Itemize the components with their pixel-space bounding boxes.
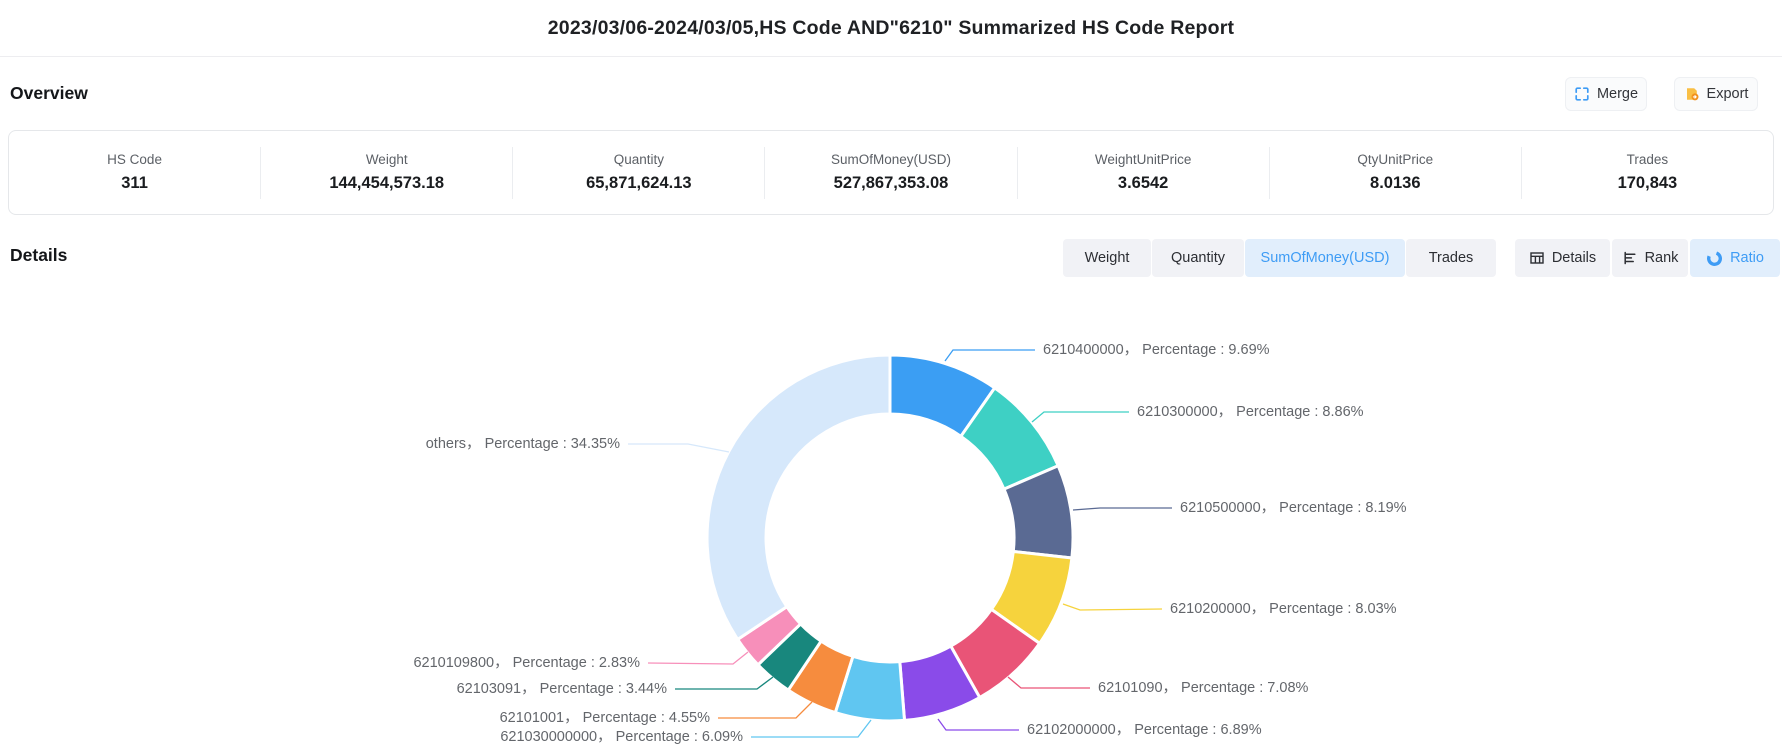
- pie-label-6210109800: 6210109800， Percentage : 2.83%: [413, 655, 640, 671]
- view-rank-button[interactable]: Rank: [1612, 239, 1688, 277]
- pie-label-621030000000: 621030000000， Percentage : 6.09%: [500, 729, 743, 745]
- stat-divider: [764, 146, 766, 199]
- merge-icon: [1574, 86, 1590, 102]
- stat-label: SumOfMoney(USD): [830, 152, 951, 167]
- view-rank-label: Rank: [1644, 250, 1679, 266]
- view-details-button[interactable]: Details: [1515, 239, 1610, 277]
- export-icon: [1684, 86, 1700, 102]
- pie-label-62101090: 62101090， Percentage : 7.08%: [1098, 680, 1309, 696]
- pie-leader-line: [1031, 411, 1129, 423]
- pie-label-62102000000: 62102000000， Percentage : 6.89%: [1027, 722, 1262, 738]
- pie-label-others: others， Percentage : 34.35%: [426, 436, 620, 452]
- stat-value: 144,454,573.18: [329, 174, 445, 192]
- overview-heading: Overview: [10, 83, 88, 103]
- stat-divider: [1268, 146, 1270, 199]
- report-title: 2023/03/06-2024/03/05,HS Code AND"6210" …: [547, 16, 1235, 39]
- stat-weight: Weight 144,454,573.18: [261, 131, 512, 214]
- tab-sum-of-money-usd[interactable]: SumOfMoney(USD): [1245, 239, 1405, 277]
- stat-label: QtyUnitPrice: [1357, 152, 1434, 167]
- stat-value: 527,867,353.08: [833, 174, 949, 192]
- stat-divider: [260, 146, 262, 199]
- pie-label-6210500000: 6210500000， Percentage : 8.19%: [1180, 500, 1407, 516]
- tab-weight[interactable]: Weight: [1063, 239, 1151, 277]
- stat-value: 65,871,624.13: [586, 174, 692, 192]
- stat-label: HS Code: [107, 152, 162, 167]
- pie-leader-line: [647, 651, 749, 665]
- pie-leader-line: [1072, 507, 1172, 511]
- donut-icon: [1706, 250, 1723, 267]
- view-details-label: Details: [1551, 250, 1597, 266]
- pie-leader-line: [1062, 603, 1163, 611]
- merge-button-label: Merge: [1596, 86, 1639, 102]
- stat-label: WeightUnitPrice: [1094, 152, 1192, 167]
- stat-divider: [1520, 146, 1522, 199]
- stat-sum-of-money: SumOfMoney(USD) 527,867,353.08: [765, 131, 1016, 214]
- view-ratio-button[interactable]: Ratio: [1690, 239, 1780, 277]
- pie-label-6210400000: 6210400000， Percentage : 9.69%: [1043, 342, 1270, 358]
- tab-trades[interactable]: Trades: [1406, 239, 1496, 277]
- table-icon: [1529, 250, 1545, 266]
- export-button-label: Export: [1706, 86, 1749, 102]
- stat-trades: Trades 170,843: [1522, 131, 1773, 214]
- stat-divider: [1016, 146, 1018, 199]
- pie-label-6210200000: 6210200000， Percentage : 8.03%: [1170, 601, 1397, 617]
- metric-tabs: Weight Quantity SumOfMoney(USD) Trades: [1063, 239, 1496, 277]
- stat-hs-code: HS Code 311: [9, 131, 260, 214]
- pie-label-6210300000: 6210300000， Percentage : 8.86%: [1137, 404, 1364, 420]
- overview-stats-card: HS Code 311 Weight 144,454,573.18 Quanti…: [8, 130, 1774, 215]
- stat-label: Weight: [365, 152, 408, 167]
- pie-slice-others[interactable]: [705, 353, 892, 641]
- pie-label-62103091: 62103091， Percentage : 3.44%: [457, 681, 668, 697]
- pie-leader-line: [718, 701, 813, 719]
- details-heading: Details: [10, 245, 68, 265]
- stat-weight-unit-price: WeightUnitPrice 3.6542: [1018, 131, 1269, 214]
- pie-leader-line: [628, 443, 730, 453]
- view-ratio-label: Ratio: [1730, 250, 1764, 266]
- title-bar: 2023/03/06-2024/03/05,HS Code AND"6210" …: [0, 0, 1782, 57]
- stat-divider: [512, 146, 514, 199]
- pie-leader-line: [751, 719, 872, 738]
- merge-button[interactable]: Merge: [1565, 77, 1647, 111]
- pie-label-62101001: 62101001， Percentage : 4.55%: [500, 710, 711, 726]
- stat-value: 311: [121, 174, 148, 192]
- stat-label: Quantity: [613, 152, 664, 167]
- rank-bars-icon: [1622, 250, 1638, 266]
- stat-label: Trades: [1626, 152, 1669, 167]
- pie-leader-line: [937, 718, 1019, 731]
- pie-leader-line: [1007, 676, 1090, 689]
- stat-quantity: Quantity 65,871,624.13: [513, 131, 764, 214]
- stat-value: 170,843: [1617, 174, 1678, 192]
- stat-qty-unit-price: QtyUnitPrice 8.0136: [1270, 131, 1521, 214]
- pie-leader-line: [675, 676, 774, 690]
- export-button[interactable]: Export: [1674, 77, 1758, 111]
- pie-leader-line: [944, 349, 1035, 362]
- tab-quantity[interactable]: Quantity: [1152, 239, 1244, 277]
- view-switcher: Details Rank Ratio: [1515, 239, 1780, 277]
- stat-value: 3.6542: [1117, 174, 1169, 192]
- stat-value: 8.0136: [1370, 174, 1421, 192]
